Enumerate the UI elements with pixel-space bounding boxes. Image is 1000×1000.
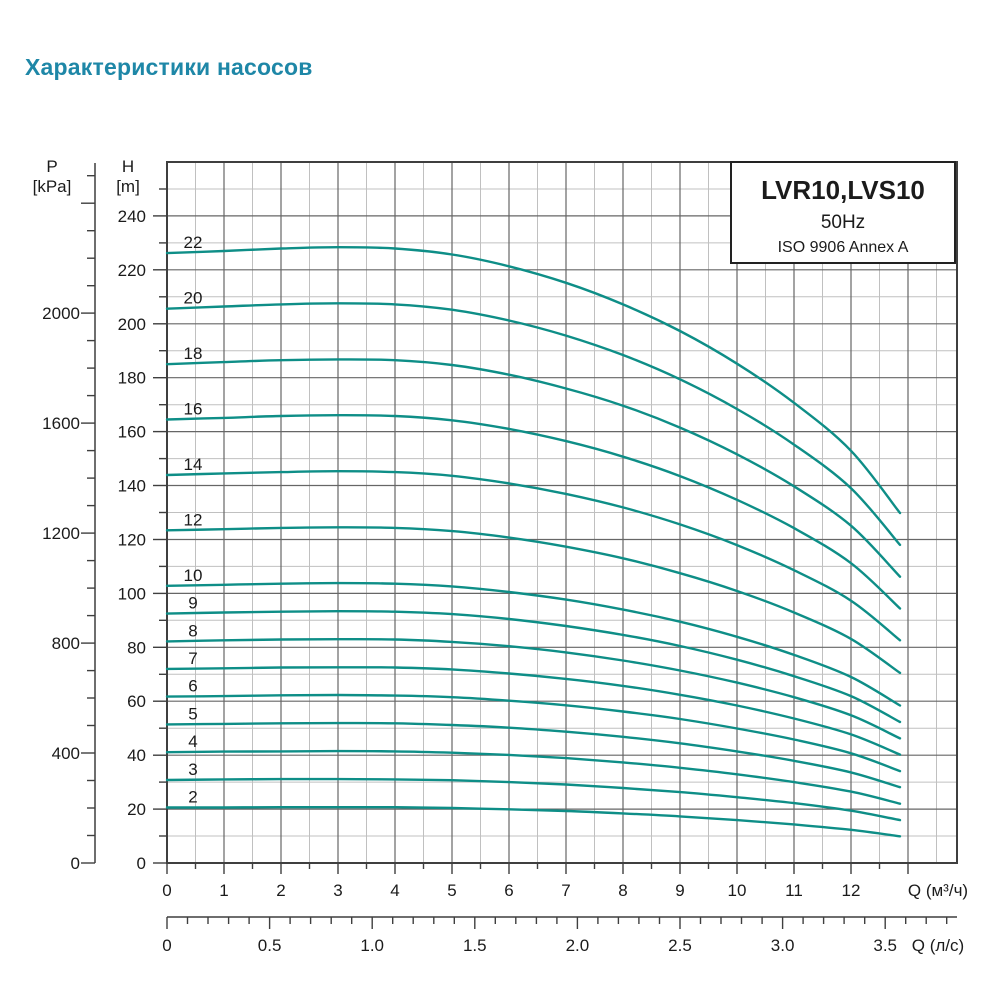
pressure-axis: 2000 1600 1200 800 400 0 P[kPa] xyxy=(33,157,96,873)
pump-curve-10 xyxy=(165,581,902,707)
curve-label-16: 16 xyxy=(184,400,203,419)
flow-lps-tick-label: 1.5 xyxy=(463,936,487,955)
flow-lps-tick-label: 1.0 xyxy=(360,936,384,955)
flow-m3h-tick-label: 0 xyxy=(162,881,171,900)
flow-m3h-tick-label: 6 xyxy=(504,881,513,900)
head-tick-label: 80 xyxy=(127,638,146,657)
flow-lps-tick-label: 3.5 xyxy=(873,936,897,955)
head-tick-label: 160 xyxy=(118,423,146,442)
flow-m3h-tick-label: 12 xyxy=(842,881,861,900)
head-tick-label: 240 xyxy=(118,207,146,226)
flow-m3h-tick-label: 3 xyxy=(333,881,342,900)
grid-dark xyxy=(167,162,957,863)
curve-label-14: 14 xyxy=(184,455,203,474)
flow-axis-m3h: 0 1 2 3 4 5 6 7 8 9 10 11 12 Q (м³/ч) xyxy=(162,863,968,900)
head-tick-label: 180 xyxy=(118,369,146,388)
flow-m3h-tick-label: 2 xyxy=(276,881,285,900)
flow-lps-tick-label: 2.5 xyxy=(668,936,692,955)
head-tick-label: 40 xyxy=(127,746,146,765)
head-tick-label: 220 xyxy=(118,261,146,280)
pressure-tick-label: 800 xyxy=(52,634,80,653)
pressure-tick-label: 2000 xyxy=(42,304,80,323)
pump-curve-16 xyxy=(165,413,902,610)
pressure-tick-label: 400 xyxy=(52,744,80,763)
pump-curve-6 xyxy=(165,693,902,773)
pump-curve-18 xyxy=(165,358,902,578)
head-axis-title: H xyxy=(122,157,134,176)
pressure-axis-unit: [kPa] xyxy=(33,177,72,196)
pressure-tick-label: 1600 xyxy=(42,414,80,433)
pump-curve-4 xyxy=(165,749,902,805)
head-tick-label: 200 xyxy=(118,315,146,334)
head-tick-label: 60 xyxy=(127,692,146,711)
curve-label-8: 8 xyxy=(188,621,197,640)
curve-label-22: 22 xyxy=(184,233,203,252)
flow-m3h-tick-label: 5 xyxy=(447,881,456,900)
pressure-tick-label: 0 xyxy=(71,854,80,873)
frequency-label: 50Hz xyxy=(821,212,865,233)
head-axis-unit: [m] xyxy=(116,177,140,196)
flow-m3h-tick-label: 11 xyxy=(785,881,803,900)
pump-curve-2 xyxy=(165,805,902,838)
flow-m3h-tick-label: 9 xyxy=(675,881,684,900)
head-tick-label: 120 xyxy=(118,531,146,550)
curve-label-12: 12 xyxy=(184,510,203,529)
head-tick-label: 100 xyxy=(118,584,146,603)
flow-m3h-tick-label: 4 xyxy=(390,881,399,900)
pump-model-label: LVR10,LVS10 xyxy=(761,175,925,205)
type-box: LVR10,LVS10 50Hz ISO 9906 Annex A xyxy=(730,161,956,264)
head-tick-label: 20 xyxy=(127,800,146,819)
pump-curve-12 xyxy=(165,526,902,675)
flow-lps-tick-label: 0.5 xyxy=(258,936,282,955)
pump-curve-9 xyxy=(165,610,902,724)
head-tick-label: 140 xyxy=(118,477,146,496)
pump-curve-8 xyxy=(165,637,902,740)
pump-curve-3 xyxy=(165,777,902,822)
flow-lps-tick-label: 2.0 xyxy=(566,936,590,955)
flow-axis-lps: 0 0.5 1.0 1.5 2.0 2.5 3.0 3.5 Q (л/с) xyxy=(162,916,964,955)
pump-curve-5 xyxy=(165,721,902,789)
pump-curve-22 xyxy=(165,245,902,515)
curves: 22 20 18 16 14 12 10 9 8 7 6 5 4 3 2 xyxy=(165,233,902,838)
curve-label-20: 20 xyxy=(184,289,203,308)
flow-m3h-tick-label: 1 xyxy=(219,881,228,900)
flow-lps-tick-label: 3.0 xyxy=(771,936,795,955)
curve-label-18: 18 xyxy=(184,344,203,363)
flow-m3h-tick-label: 10 xyxy=(728,881,747,900)
curve-label-5: 5 xyxy=(188,704,197,723)
pressure-tick-label: 1200 xyxy=(42,524,80,543)
page-title: Характеристики насосов xyxy=(25,54,313,80)
flow-m3h-tick-label: 8 xyxy=(618,881,627,900)
curve-label-6: 6 xyxy=(188,677,197,696)
curve-label-3: 3 xyxy=(188,760,197,779)
flow-lps-axis-title: Q (л/с) xyxy=(912,936,964,955)
pump-curve-20 xyxy=(165,302,902,547)
curve-label-9: 9 xyxy=(188,594,197,613)
head-tick-label: 0 xyxy=(137,854,146,873)
pump-curve-14 xyxy=(165,469,902,642)
curve-label-2: 2 xyxy=(188,788,197,807)
flow-m3h-axis-title: Q (м³/ч) xyxy=(908,881,968,900)
flow-m3h-tick-label: 7 xyxy=(561,881,570,900)
flow-lps-tick-label: 0 xyxy=(162,936,171,955)
type-box-frame xyxy=(730,161,956,264)
curve-label-10: 10 xyxy=(184,566,203,585)
curve-label-4: 4 xyxy=(188,732,197,751)
curve-label-7: 7 xyxy=(188,649,197,668)
pump-curve-7 xyxy=(165,666,902,756)
iso-standard-label: ISO 9906 Annex A xyxy=(778,239,909,256)
pressure-axis-title: P xyxy=(46,157,57,176)
